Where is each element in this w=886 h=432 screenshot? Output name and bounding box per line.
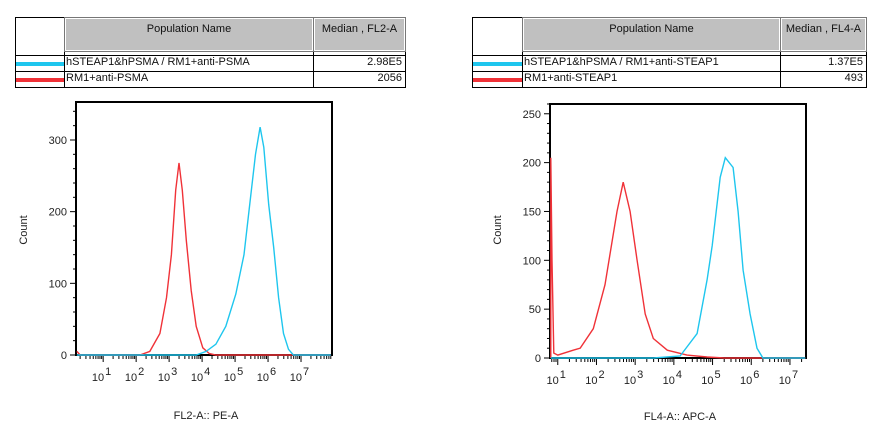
y-tick-label: 150 (523, 206, 541, 218)
header-median: Median , FL4-A (780, 17, 867, 52)
x-tick-label: 10 (224, 372, 236, 384)
row-name: RM1+anti-PSMA (66, 72, 149, 84)
y-tick-label: 200 (523, 158, 541, 170)
legend-table-fl4: Population Name Median , FL4-A hSTEAP1&h… (472, 17, 867, 88)
x-tick-exponent: 1 (560, 369, 566, 381)
swatch-blue (16, 62, 64, 66)
x-tick-exponent: 2 (598, 369, 604, 381)
y-tick-label: 300 (49, 135, 67, 147)
row-median: 493 (844, 72, 863, 84)
x-tick-exponent: 4 (204, 366, 210, 378)
swatch-red (16, 78, 64, 82)
swatch-red (473, 78, 522, 82)
y-tick-label: 250 (523, 109, 541, 121)
row-name: hSTEAP1&hPSMA / RM1+anti-PSMA (66, 56, 250, 68)
plot-frame (549, 103, 807, 359)
x-tick-label: 10 (663, 375, 675, 387)
y-tick-label: 50 (529, 304, 541, 316)
histogram-curve-red (550, 157, 806, 359)
x-axis-label: FL2-A:: PE-A (174, 410, 239, 422)
y-tick-label: 0 (61, 350, 67, 362)
x-tick-label: 10 (585, 375, 597, 387)
x-tick-exponent: 7 (792, 369, 798, 381)
y-axis-label: Count (18, 215, 30, 244)
x-tick-exponent: 4 (676, 369, 682, 381)
row-median: 1.37E5 (828, 56, 863, 68)
x-tick-label: 10 (92, 372, 104, 384)
row-median: 2056 (377, 72, 402, 84)
y-axis-label: Count (492, 215, 504, 244)
x-tick-exponent: 5 (715, 369, 721, 381)
header-population-name: Population Name (522, 17, 781, 52)
x-tick-exponent: 6 (753, 369, 759, 381)
x-tick-exponent: 3 (171, 366, 177, 378)
x-tick-label: 10 (191, 372, 203, 384)
x-tick-label: 10 (257, 372, 269, 384)
x-tick-label: 10 (624, 375, 636, 387)
x-tick-exponent: 1 (105, 366, 111, 378)
legend-table-fl2: Population Name Median , FL2-A hSTEAP1&h… (15, 17, 406, 88)
x-tick-label: 10 (547, 375, 559, 387)
y-tick-label: 0 (535, 353, 541, 365)
x-tick-label: 10 (779, 375, 791, 387)
y-tick-label: 100 (523, 255, 541, 267)
row-name: hSTEAP1&hPSMA / RM1+anti-STEAP1 (524, 56, 719, 68)
x-tick-exponent: 3 (637, 369, 643, 381)
x-tick-exponent: 6 (270, 366, 276, 378)
x-tick-label: 10 (740, 375, 752, 387)
x-tick-exponent: 2 (138, 366, 144, 378)
histogram-curve-red (76, 162, 331, 356)
plot-frame (75, 101, 333, 356)
y-tick-label: 100 (49, 278, 67, 290)
row-name: RM1+anti-STEAP1 (524, 72, 618, 84)
x-tick-label: 10 (125, 372, 137, 384)
x-tick-exponent: 5 (237, 366, 243, 378)
row-median: 2.98E5 (367, 56, 402, 68)
histogram-curve-blue (550, 156, 806, 359)
x-tick-label: 10 (158, 372, 170, 384)
swatch-blue (473, 62, 522, 66)
x-tick-exponent: 7 (303, 366, 309, 378)
x-tick-label: 10 (701, 375, 713, 387)
x-axis-label: FL4-A:: APC-A (644, 411, 717, 423)
x-tick-label: 10 (290, 372, 302, 384)
header-median: Median , FL2-A (313, 17, 406, 52)
histogram-curve-blue (76, 126, 331, 356)
header-population-name: Population Name (64, 17, 314, 52)
y-tick-label: 200 (49, 207, 67, 219)
